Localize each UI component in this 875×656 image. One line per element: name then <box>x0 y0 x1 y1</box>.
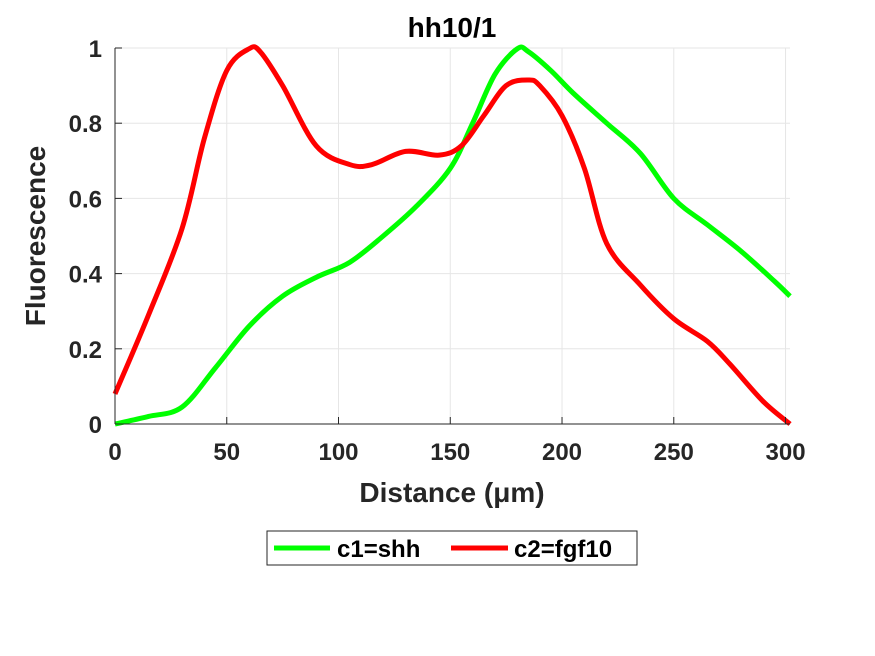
x-tick-label: 150 <box>430 439 470 466</box>
series-lines <box>112 44 792 427</box>
tick-labels: 0 50 100 150 200 250 300 0 0.2 0.4 0.6 0.8 1 <box>69 36 806 466</box>
plot-area <box>115 48 790 424</box>
chart-title: hh10/1 <box>408 12 497 43</box>
y-tick-label: 0.4 <box>69 262 103 289</box>
x-tick-label: 100 <box>318 439 358 466</box>
x-tick-label: 50 <box>213 439 240 466</box>
grid <box>115 47 790 424</box>
x-tick-label: 300 <box>766 439 806 466</box>
y-tick-label: 0.2 <box>69 337 102 364</box>
x-tick-label: 250 <box>654 439 694 466</box>
y-tick-label: 0 <box>89 412 102 439</box>
legend: c1=shh c2=fgf10 <box>266 530 638 566</box>
y-tick-label: 1 <box>89 36 102 63</box>
legend-label-shh: c1=shh <box>337 536 420 563</box>
axes <box>114 47 790 425</box>
legend-label-fgf10: c2=fgf10 <box>514 536 612 563</box>
y-tick-label: 0.6 <box>69 186 102 213</box>
y-axis-title: Fluorescence <box>20 146 51 327</box>
x-axis-title: Distance (μm) <box>359 477 544 508</box>
y-tick-label: 0.8 <box>69 111 102 138</box>
x-tick-label: 0 <box>108 439 121 466</box>
series-line-c1-shh <box>114 44 792 427</box>
x-tick-label: 200 <box>542 439 582 466</box>
series-line-c2-fgf10 <box>112 44 792 426</box>
